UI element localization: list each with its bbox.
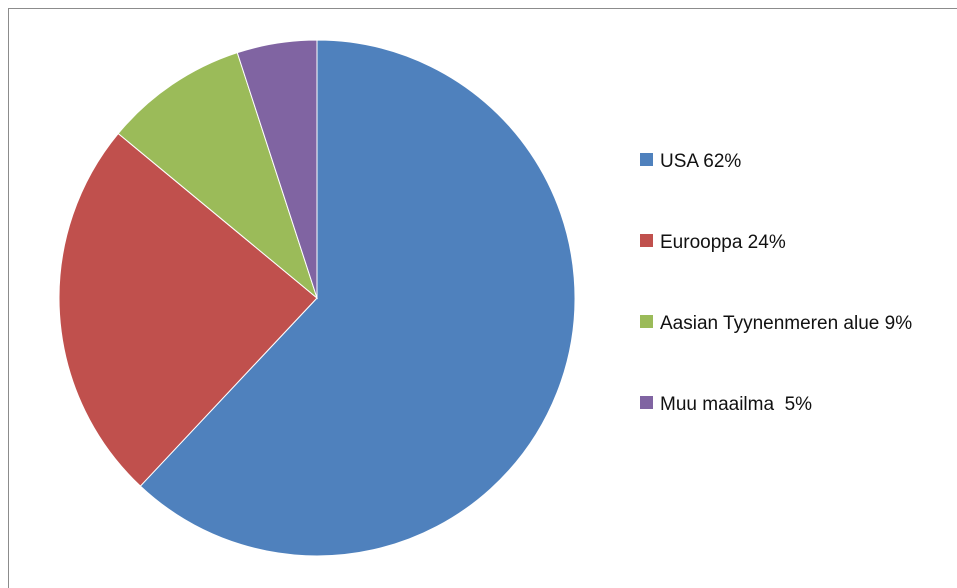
pie-slice-muu-maailma bbox=[236, 39, 318, 299]
legend-swatch-muu-maailma bbox=[640, 396, 653, 409]
legend-swatch-usa bbox=[640, 153, 653, 166]
legend-label-muu-maailma: Muu maailma 5% bbox=[660, 394, 813, 415]
legend-label-eurooppa: Eurooppa 24% bbox=[660, 232, 786, 253]
pie-slice-usa bbox=[139, 39, 576, 557]
pie-slice-eurooppa bbox=[58, 132, 318, 487]
legend-label-usa: USA 62% bbox=[660, 151, 742, 172]
legend-label-aasian-tyynenmeren-alue: Aasian Tyynenmeren alue 9% bbox=[660, 313, 913, 334]
legend-swatch-eurooppa bbox=[640, 234, 653, 247]
legend-swatch-aasian-tyynenmeren-alue bbox=[640, 315, 653, 328]
pie-slice-aasian-tyynenmeren-alue bbox=[117, 51, 319, 300]
